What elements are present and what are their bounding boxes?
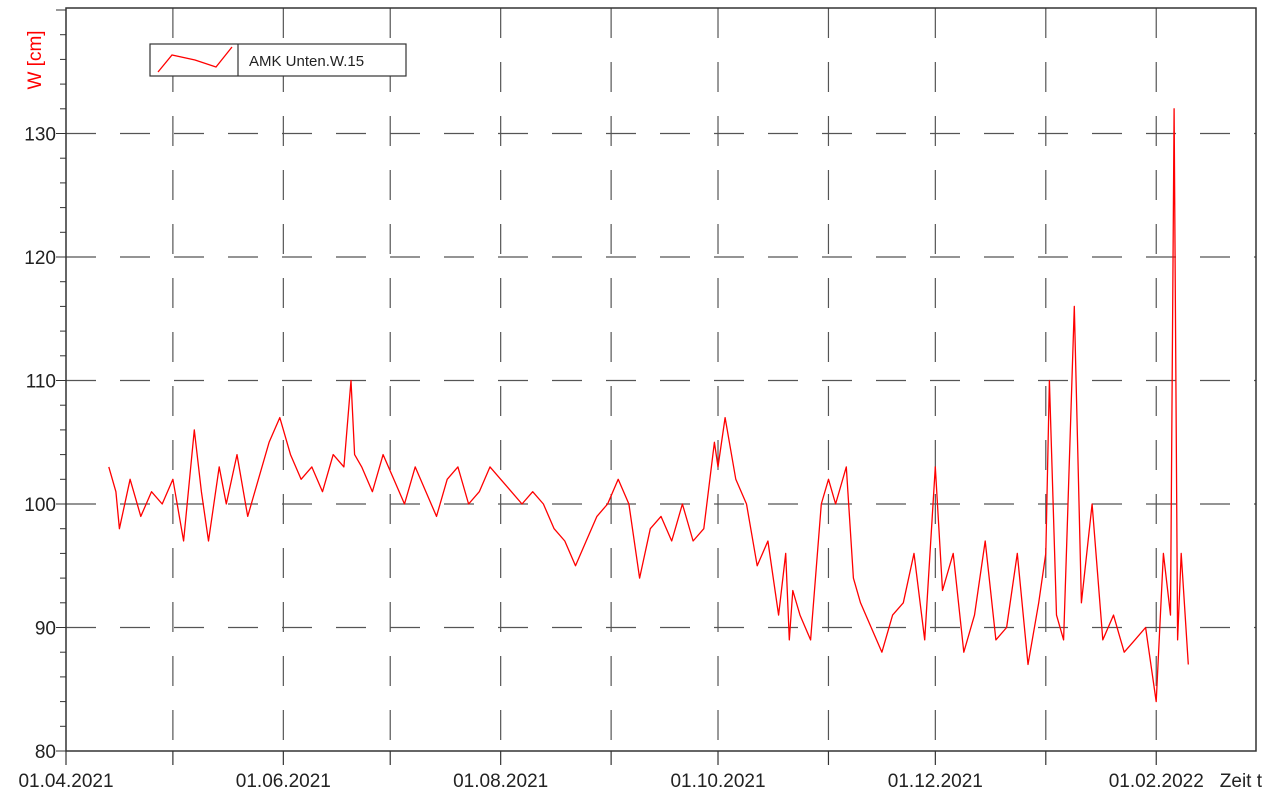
legend: AMK Unten.W.15 xyxy=(149,43,407,77)
legend-label: AMK Unten.W.15 xyxy=(249,53,364,70)
legend-line-swatch xyxy=(157,46,233,73)
y-tick-label: 90 xyxy=(35,619,56,640)
y-tick-label: 110 xyxy=(26,372,56,393)
y-tick-label: 130 xyxy=(24,125,56,146)
plot-frame xyxy=(65,7,1257,752)
tick-labels: 80 90 100 110 120 130 01.04.2021 01.06.2021 01.0… xyxy=(18,125,1203,793)
series-line-amk-unten-w15 xyxy=(108,108,1189,703)
x-axis-title: Zeit t xyxy=(1220,771,1263,792)
y-tick-label: 80 xyxy=(35,742,56,763)
x-tick-label: 01.08.2021 xyxy=(453,771,548,792)
y-tick-label: 100 xyxy=(24,495,56,516)
x-tick-label: 01.12.2021 xyxy=(888,771,983,792)
grid xyxy=(66,8,1256,751)
x-tick-label: 01.04.2021 xyxy=(18,771,113,792)
axis-ticks xyxy=(56,9,1157,765)
y-tick-label: 120 xyxy=(24,248,56,269)
x-tick-label: 01.10.2021 xyxy=(670,771,765,792)
x-tick-label: 01.02.2022 xyxy=(1109,771,1204,792)
x-tick-label: 01.06.2021 xyxy=(236,771,331,792)
y-axis-title: W [cm] xyxy=(25,30,46,89)
